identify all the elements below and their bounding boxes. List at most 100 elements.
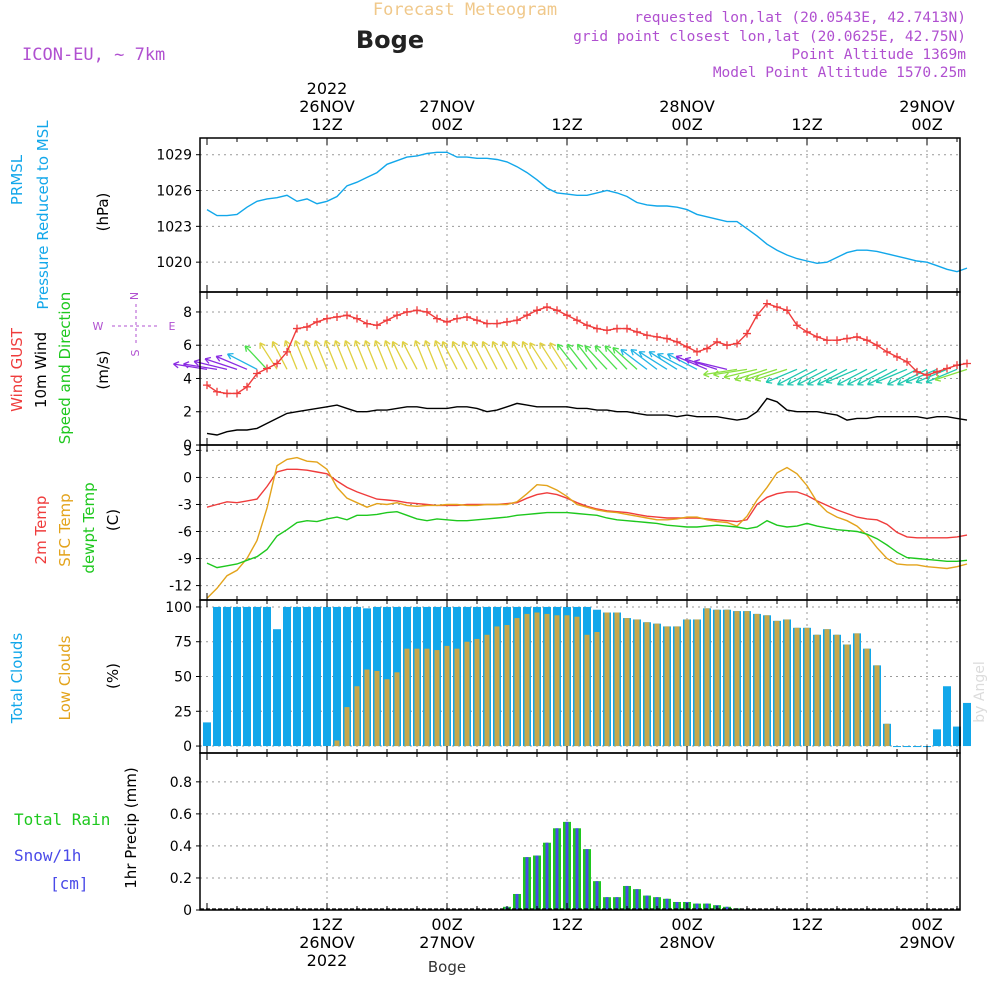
pressure-series-prmsl xyxy=(206,151,968,273)
cloud-axis-labels: Total Clouds Low Clouds (%) xyxy=(8,633,122,725)
wind-arrow-head xyxy=(807,379,812,385)
wind-arrow-shaft xyxy=(512,341,528,370)
plot-layer: 102010231026102902468-12-9-6-30302550751… xyxy=(156,79,971,970)
total-cloud-bar xyxy=(383,606,391,747)
total-cloud-bar xyxy=(893,746,901,748)
wind-arrow xyxy=(807,368,838,386)
low-cloud-bar xyxy=(594,631,600,747)
rain-bar-core xyxy=(695,903,699,910)
low-cloud-bar xyxy=(714,609,720,747)
wind-arrow-shaft xyxy=(364,340,378,370)
wind-arrow xyxy=(584,345,608,370)
wind-arrow-head xyxy=(703,370,709,376)
wind-panel: 0 2 4 6 8 xyxy=(173,291,971,454)
wind-arrow-head xyxy=(630,349,634,356)
wind-arrow xyxy=(451,341,468,370)
low-cloud-bar xyxy=(634,619,640,747)
low-cloud-bar xyxy=(414,648,420,747)
wind-arrow xyxy=(501,341,518,370)
low-cloud-bar xyxy=(524,613,530,747)
total-cloud-bar xyxy=(223,606,231,747)
wind-arrow-head xyxy=(744,379,752,382)
wind-arrow-head xyxy=(502,341,509,346)
wind-arrow-shaft xyxy=(857,368,888,386)
wind-arrow-shaft xyxy=(675,355,708,370)
wind-arrow xyxy=(604,345,628,370)
wind-arrow-shaft xyxy=(630,349,658,370)
wind-arrow-head xyxy=(529,342,536,347)
wind-arrow-head xyxy=(354,340,361,345)
low-cloud-bar xyxy=(704,608,710,747)
wind-arrow-head xyxy=(612,347,616,354)
gust-marker xyxy=(873,341,881,350)
wind-arrow xyxy=(825,368,858,384)
top-time-label: 12Z xyxy=(551,115,582,134)
wind-arrow-shaft xyxy=(684,358,718,370)
low-cloud-bar xyxy=(614,612,620,747)
gust-marker xyxy=(453,314,461,323)
gust-marker xyxy=(863,336,871,345)
wind-arrow-head xyxy=(693,360,699,367)
total-cloud-bar xyxy=(263,606,271,747)
wind-arrow-head xyxy=(193,360,199,367)
wind-arrow-head xyxy=(648,351,653,358)
precip-unit-label: 1hr Precip (mm) xyxy=(122,767,140,888)
total-cloud-bar xyxy=(323,606,331,747)
clouds-ytick-label: 0 xyxy=(183,739,192,755)
pressure-ytick-label: 1029 xyxy=(156,148,192,164)
wind-arrow-head xyxy=(744,374,750,381)
gust-marker xyxy=(413,306,421,315)
wind-arrow-head xyxy=(926,381,933,384)
compass-n: N xyxy=(128,292,141,300)
wind-arrow-head xyxy=(638,351,643,358)
wind-arrow-head xyxy=(620,349,624,356)
gust-marker xyxy=(963,359,971,368)
gust-marker xyxy=(233,389,241,398)
wind-arrow xyxy=(620,349,648,370)
wind-arrow xyxy=(630,349,658,370)
wind-arrow-head xyxy=(442,341,449,346)
wind-arrow xyxy=(566,343,588,370)
wind-arrow-shaft xyxy=(354,340,368,370)
pressure-ytick-label: 1023 xyxy=(156,219,192,235)
gust-marker xyxy=(223,389,231,398)
wind-arrow xyxy=(934,368,968,382)
wind-arrow xyxy=(925,368,958,384)
wind-arrow-head xyxy=(612,347,619,350)
wind-arrow-head xyxy=(383,340,387,347)
total-cloud-bar xyxy=(353,606,361,747)
gust-marker xyxy=(433,314,441,323)
total-cloud-bar xyxy=(203,722,211,747)
gust-marker xyxy=(343,311,351,320)
wind-arrow-head xyxy=(344,340,351,345)
gust-marker xyxy=(203,381,211,390)
wind-arrow xyxy=(383,340,398,370)
gust-marker xyxy=(253,369,261,378)
rain-bar-core xyxy=(655,897,659,910)
wind-arrow-shaft xyxy=(612,347,638,370)
low-cloud-bar xyxy=(684,619,690,747)
wind-arrow-head xyxy=(905,377,911,383)
gust-marker xyxy=(893,352,901,361)
wind-arrow-shaft xyxy=(825,368,858,383)
wind-arrow-head xyxy=(676,354,683,358)
wind-arrow-shaft xyxy=(314,340,328,370)
gust-marker xyxy=(523,311,531,320)
total-cloud-bar xyxy=(253,606,261,747)
low-cloud-bar xyxy=(474,638,480,747)
total-cloud-bar xyxy=(903,746,911,748)
gust-marker xyxy=(493,319,501,328)
wind-arrow xyxy=(511,341,528,370)
gust-marker xyxy=(583,321,591,330)
wind-arrow-head xyxy=(604,345,612,349)
top-time-label: 28NOV xyxy=(659,97,715,116)
wind-arrow-shaft xyxy=(604,345,628,370)
wind-arrow xyxy=(897,368,928,386)
wind-arrow-head xyxy=(584,345,588,352)
wind-arrow-head xyxy=(512,341,519,346)
gust-marker xyxy=(313,317,321,326)
wind-arrow-head xyxy=(392,341,399,346)
temperature-series-sfc-temp xyxy=(206,456,968,599)
wind-ytick-label: 4 xyxy=(183,371,192,387)
wind-arrow-shaft xyxy=(694,360,728,370)
